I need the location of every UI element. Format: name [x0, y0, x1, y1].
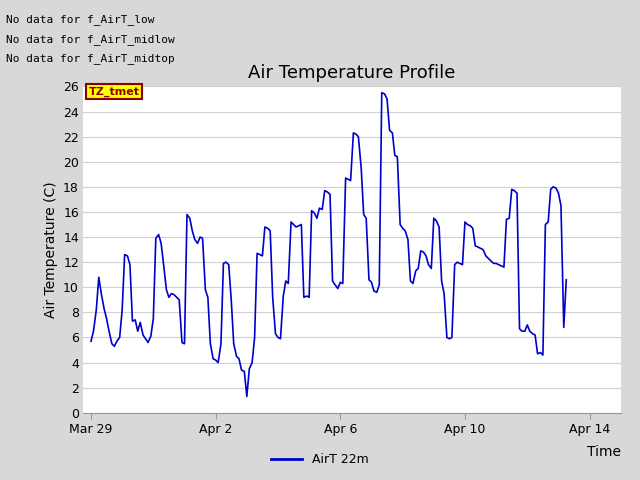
Title: Air Temperature Profile: Air Temperature Profile: [248, 64, 456, 82]
Legend: AirT 22m: AirT 22m: [266, 448, 374, 471]
Text: No data for f_AirT_midtop: No data for f_AirT_midtop: [6, 53, 175, 64]
Text: TZ_tmet: TZ_tmet: [88, 86, 140, 96]
Text: No data for f_AirT_midlow: No data for f_AirT_midlow: [6, 34, 175, 45]
Text: Time: Time: [587, 445, 621, 459]
Y-axis label: Air Temperature (C): Air Temperature (C): [44, 181, 58, 318]
Text: No data for f_AirT_low: No data for f_AirT_low: [6, 14, 155, 25]
